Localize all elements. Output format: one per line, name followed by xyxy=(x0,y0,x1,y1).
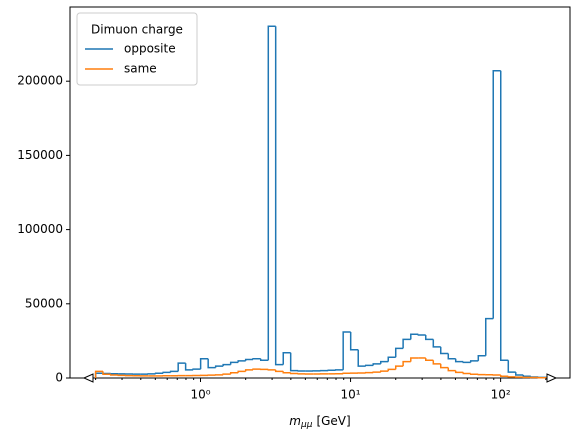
histogram-step xyxy=(484,317,494,356)
series-1 xyxy=(94,357,547,379)
histogram-step xyxy=(289,352,299,372)
histogram-step xyxy=(515,372,524,376)
histogram-step xyxy=(184,363,194,371)
histogram-step xyxy=(274,369,284,373)
histogram-step xyxy=(244,369,254,372)
x-tick-label: 10² xyxy=(491,388,511,402)
histogram-step xyxy=(364,364,374,367)
legend-label: same xyxy=(124,62,157,76)
histogram-step xyxy=(387,356,396,362)
y-tick-label: 50000 xyxy=(25,296,63,310)
histogram-step xyxy=(94,372,103,378)
underflow-marker xyxy=(82,373,94,383)
histogram-step xyxy=(282,371,291,374)
histogram-step xyxy=(499,70,509,361)
histogram-step xyxy=(244,358,254,361)
histogram-step xyxy=(252,368,261,370)
histogram-step xyxy=(424,334,434,341)
histogram-step xyxy=(372,371,381,373)
histogram-step xyxy=(432,339,441,348)
histogram-step xyxy=(372,363,381,366)
histogram-step xyxy=(267,25,276,361)
histogram-step xyxy=(439,363,449,369)
histogram-step xyxy=(207,358,216,369)
overflow-marker xyxy=(546,373,558,383)
histogram-step xyxy=(410,357,419,362)
histogram-step xyxy=(492,70,501,319)
histogram-step xyxy=(402,338,411,349)
histogram-step xyxy=(387,368,396,372)
histogram-step xyxy=(454,358,464,363)
plot-frame xyxy=(69,6,571,379)
x-label-subscript: μμ xyxy=(300,420,313,430)
histogram-step xyxy=(499,375,509,377)
histogram-step xyxy=(259,358,269,361)
histogram-step xyxy=(222,363,231,367)
histogram-step xyxy=(507,360,516,373)
histogram-step xyxy=(439,346,449,355)
series-0 xyxy=(94,25,547,379)
y-tick-label: 0 xyxy=(55,371,63,385)
y-tick-label: 200000 xyxy=(17,74,63,88)
legend-box xyxy=(76,12,198,86)
histogram-step xyxy=(94,370,103,378)
histogram-step xyxy=(342,331,351,370)
histogram-step xyxy=(229,361,239,365)
histogram-step xyxy=(379,370,389,373)
histogram-step xyxy=(109,374,119,376)
x-label-unit: [GeV] xyxy=(316,414,350,428)
histogram-step xyxy=(102,371,111,376)
histogram-step xyxy=(177,362,186,372)
histogram-step xyxy=(394,365,404,370)
x-tick-label: 10⁰ xyxy=(190,388,210,402)
legend-title: Dimuon charge xyxy=(91,23,183,37)
histogram-step xyxy=(237,360,246,363)
histogram-step xyxy=(282,352,291,365)
x-axis-label: mμμ [GeV] xyxy=(289,414,350,430)
histogram-step xyxy=(469,360,479,363)
y-tick-label: 100000 xyxy=(17,222,63,236)
histogram-step xyxy=(462,361,471,364)
histogram-step xyxy=(357,349,366,367)
histogram-step xyxy=(214,365,224,368)
histogram-step xyxy=(289,372,299,375)
histogram-step xyxy=(169,370,179,373)
histogram-step xyxy=(162,371,171,374)
histogram-step xyxy=(522,375,531,377)
histogram-step xyxy=(410,333,419,340)
histogram-step xyxy=(192,368,201,370)
histogram-step xyxy=(394,347,404,358)
histogram-step xyxy=(417,334,426,336)
histogram-step xyxy=(477,354,486,361)
x-tick-label: 10¹ xyxy=(341,388,361,402)
y-tick-label: 150000 xyxy=(17,148,63,162)
histogram-step xyxy=(454,370,464,374)
histogram-step xyxy=(447,367,456,372)
histogram-step xyxy=(237,370,246,373)
histogram-step xyxy=(229,372,239,375)
histogram-step xyxy=(379,360,389,364)
histogram-step xyxy=(447,353,456,360)
histogram-step xyxy=(432,360,441,365)
histogram-step xyxy=(252,357,261,360)
histogram-step xyxy=(199,357,209,370)
histogram-step xyxy=(402,360,411,367)
histogram-step xyxy=(462,372,471,375)
histogram-step xyxy=(349,331,359,351)
histogram-step xyxy=(274,26,284,366)
legend-label: opposite xyxy=(124,42,176,56)
legend: Dimuon charge opposite same xyxy=(76,12,198,86)
histogram-step xyxy=(154,372,164,375)
histogram-step xyxy=(469,373,479,376)
histogram-step xyxy=(507,376,516,378)
x-label-symbol: m xyxy=(289,414,301,428)
histogram-step xyxy=(424,357,434,361)
histogram-step xyxy=(222,373,231,375)
